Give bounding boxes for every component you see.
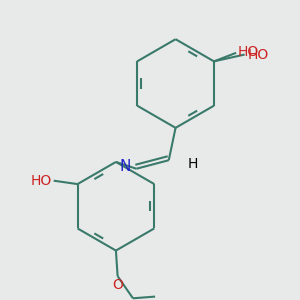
Text: HO: HO xyxy=(31,174,52,188)
Text: HO: HO xyxy=(238,45,259,59)
Text: H: H xyxy=(188,157,198,171)
Text: O: O xyxy=(112,278,123,292)
Text: N: N xyxy=(120,158,131,173)
Text: HO: HO xyxy=(248,47,269,61)
